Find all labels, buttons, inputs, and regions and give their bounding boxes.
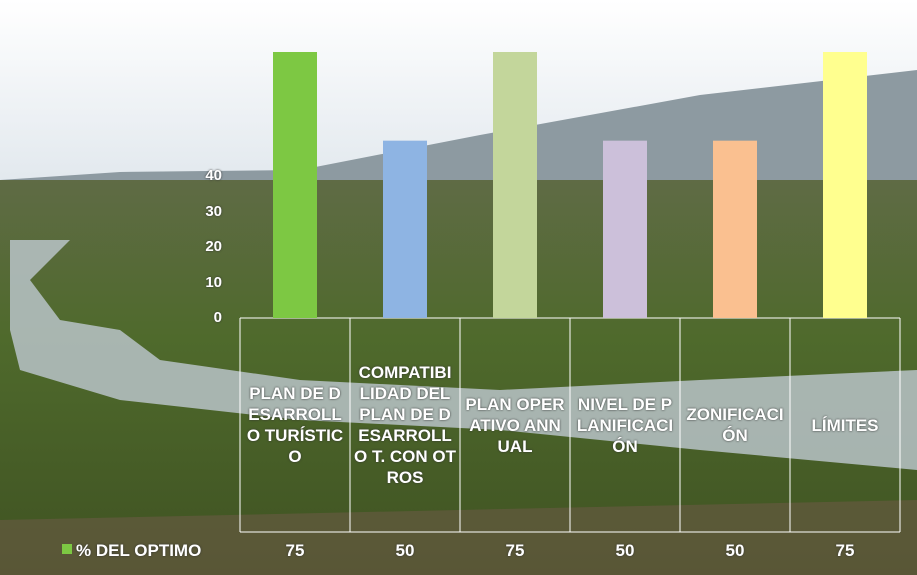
legend-label: % DEL OPTIMO [76,540,202,560]
ground [0,500,917,575]
y-tick-label: 40 [205,167,222,185]
value-label: 50 [395,540,415,560]
x-tick-label: PLAN DE DESARROLLO TURÍSTICO [246,384,344,466]
y-tick-label: 10 [205,273,222,291]
bar [823,52,867,318]
table-lines [239,317,901,533]
bar [273,52,317,318]
legend-swatch [62,544,72,554]
value-label: 75 [835,540,855,560]
x-tick-label: NIVEL DE PLANIFICACIÓN [576,394,674,456]
bar [713,140,757,318]
y-tick-label: 20 [205,238,222,256]
value-label: 50 [615,540,635,560]
y-tick-label: 0 [213,309,222,326]
stream [10,240,917,470]
mountains [0,70,917,200]
bar [493,52,537,318]
value-label: 75 [505,540,525,560]
x-tick-label: PLAN OPERATIVO ANNUAL [465,394,565,456]
x-tick-label: ZONIFICACIÓN [686,405,784,445]
x-tick-label: COMPATIBILIDAD DEL PLAN DE DESARROLLO T.… [354,363,456,487]
y-tick-label: 30 [205,202,222,220]
value-label: 50 [725,540,745,560]
value-label: 75 [285,540,305,560]
bar [603,140,647,318]
x-tick-label: LÍMITES [811,415,879,435]
bar [383,140,427,318]
